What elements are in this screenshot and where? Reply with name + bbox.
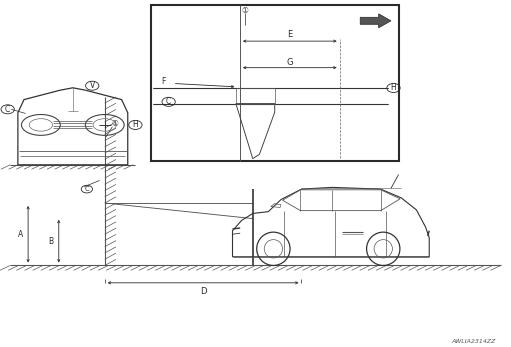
Text: D: D	[200, 287, 206, 296]
Text: F: F	[161, 77, 166, 86]
Text: H: H	[132, 120, 138, 129]
Polygon shape	[360, 14, 391, 28]
Text: ①: ①	[242, 6, 249, 15]
Text: AWLIA2314ZZ: AWLIA2314ZZ	[451, 339, 496, 344]
Text: H: H	[390, 84, 397, 92]
Text: B: B	[49, 237, 54, 246]
Bar	[151, 5, 399, 161]
Text: E: E	[287, 31, 292, 39]
Text: C: C	[166, 98, 171, 106]
Text: C: C	[5, 105, 10, 114]
Bar	[236, 88, 275, 103]
Text: ①: ①	[111, 119, 119, 128]
Text: A: A	[18, 230, 23, 239]
Text: G: G	[287, 58, 293, 67]
Text: V: V	[89, 81, 95, 90]
Text: C: C	[84, 186, 89, 192]
